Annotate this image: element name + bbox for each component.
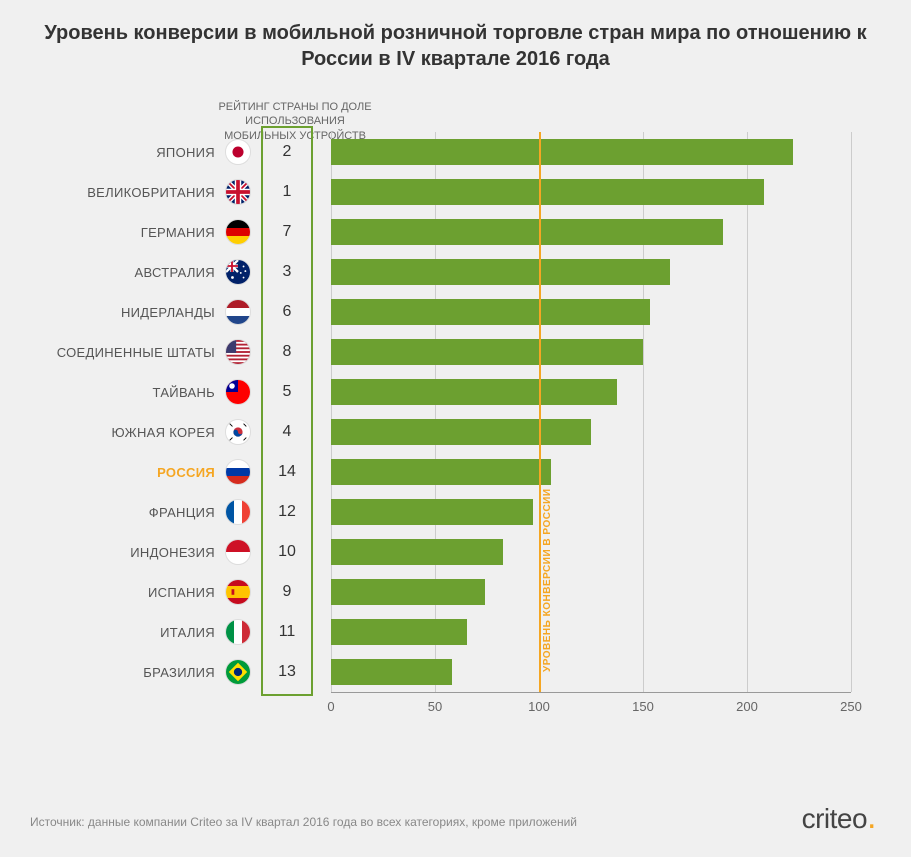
chart-row: ЯПОНИЯ 2 [30, 132, 881, 172]
bar-plot [331, 572, 881, 612]
country-label: ЮЖНАЯ КОРЕЯ [30, 425, 225, 440]
chart-row: ИНДОНЕЗИЯ 10 [30, 532, 881, 572]
flag-icon [225, 379, 251, 405]
country-label: НИДЕРЛАНДЫ [30, 305, 225, 320]
rank-value: 3 [261, 263, 313, 281]
bar [331, 139, 793, 165]
bar [331, 259, 670, 285]
bar-plot [331, 452, 881, 492]
bar-plot [331, 332, 881, 372]
rank-value: 10 [261, 543, 313, 561]
rank-value: 5 [261, 383, 313, 401]
rank-value: 12 [261, 503, 313, 521]
bar [331, 499, 533, 525]
bar-plot [331, 532, 881, 572]
bar-plot [331, 492, 881, 532]
country-label: РОССИЯ [30, 465, 225, 480]
bar [331, 619, 467, 645]
chart-row: АВСТРАЛИЯ 3 [30, 252, 881, 292]
bar-plot [331, 292, 881, 332]
chart-row: ИТАЛИЯ 11 [30, 612, 881, 652]
bar [331, 299, 650, 325]
chart-row: ФРАНЦИЯ 12 [30, 492, 881, 532]
flag-icon [225, 619, 251, 645]
flag-icon [225, 299, 251, 325]
chart-row: БРАЗИЛИЯ 13 [30, 652, 881, 692]
chart-row: РОССИЯ 14 [30, 452, 881, 492]
chart-row: НИДЕРЛАНДЫ 6 [30, 292, 881, 332]
bar-plot [331, 212, 881, 252]
rank-value: 11 [261, 623, 313, 641]
flag-icon [225, 219, 251, 245]
country-label: БРАЗИЛИЯ [30, 665, 225, 680]
x-tick-label: 150 [632, 699, 654, 714]
country-label: АВСТРАЛИЯ [30, 265, 225, 280]
bar [331, 379, 617, 405]
bar [331, 579, 485, 605]
chart-row: ИСПАНИЯ 9 [30, 572, 881, 612]
x-tick-label: 100 [528, 699, 550, 714]
bar [331, 539, 503, 565]
rank-value: 9 [261, 583, 313, 601]
country-label: ИНДОНЕЗИЯ [30, 545, 225, 560]
flag-icon [225, 579, 251, 605]
rank-value: 14 [261, 463, 313, 481]
bar [331, 339, 643, 365]
bar-plot [331, 612, 881, 652]
flag-icon [225, 659, 251, 685]
country-label: ТАЙВАНЬ [30, 385, 225, 400]
x-tick-label: 50 [428, 699, 442, 714]
x-tick-label: 250 [840, 699, 862, 714]
country-label: ВЕЛИКОБРИТАНИЯ [30, 185, 225, 200]
chart-title: Уровень конверсии в мобильной розничной … [30, 20, 881, 72]
bar-plot [331, 132, 881, 172]
flag-icon [225, 539, 251, 565]
chart-row: ВЕЛИКОБРИТАНИЯ 1 [30, 172, 881, 212]
country-label: ИТАЛИЯ [30, 625, 225, 640]
bar [331, 459, 551, 485]
bar-plot [331, 372, 881, 412]
x-axis: 050100150200250 [331, 692, 851, 722]
source-note: Источник: данные компании Criteo за IV к… [30, 815, 577, 829]
flag-icon [225, 499, 251, 525]
flag-icon [225, 459, 251, 485]
bar [331, 659, 452, 685]
country-label: ЯПОНИЯ [30, 145, 225, 160]
bar [331, 419, 591, 445]
flag-icon [225, 419, 251, 445]
flag-icon [225, 179, 251, 205]
x-tick-label: 200 [736, 699, 758, 714]
rank-value: 6 [261, 303, 313, 321]
bar [331, 219, 723, 245]
flag-icon [225, 139, 251, 165]
chart-row: ТАЙВАНЬ 5 [30, 372, 881, 412]
bar-plot [331, 252, 881, 292]
bar-plot [331, 652, 881, 692]
flag-icon [225, 259, 251, 285]
country-label: СОЕДИНЕННЫЕ ШТАТЫ [30, 345, 225, 360]
rank-value: 7 [261, 223, 313, 241]
x-tick-label: 0 [327, 699, 334, 714]
country-label: ГЕРМАНИЯ [30, 225, 225, 240]
chart-area: УРОВЕНЬ КОНВЕРСИИ В РОССИИ ЯПОНИЯ2ВЕЛИКО… [30, 132, 881, 722]
rank-value: 1 [261, 183, 313, 201]
bar-plot [331, 412, 881, 452]
rank-value: 2 [261, 143, 313, 161]
chart-row: ЮЖНАЯ КОРЕЯ 4 [30, 412, 881, 452]
country-label: ФРАНЦИЯ [30, 505, 225, 520]
rank-value: 13 [261, 663, 313, 681]
bar-plot [331, 172, 881, 212]
flag-icon [225, 339, 251, 365]
chart-row: СОЕДИНЕННЫЕ ШТАТЫ 8 [30, 332, 881, 372]
country-label: ИСПАНИЯ [30, 585, 225, 600]
criteo-logo: criteo. [802, 798, 876, 837]
bar [331, 179, 764, 205]
rank-value: 8 [261, 343, 313, 361]
rank-value: 4 [261, 423, 313, 441]
chart-row: ГЕРМАНИЯ 7 [30, 212, 881, 252]
